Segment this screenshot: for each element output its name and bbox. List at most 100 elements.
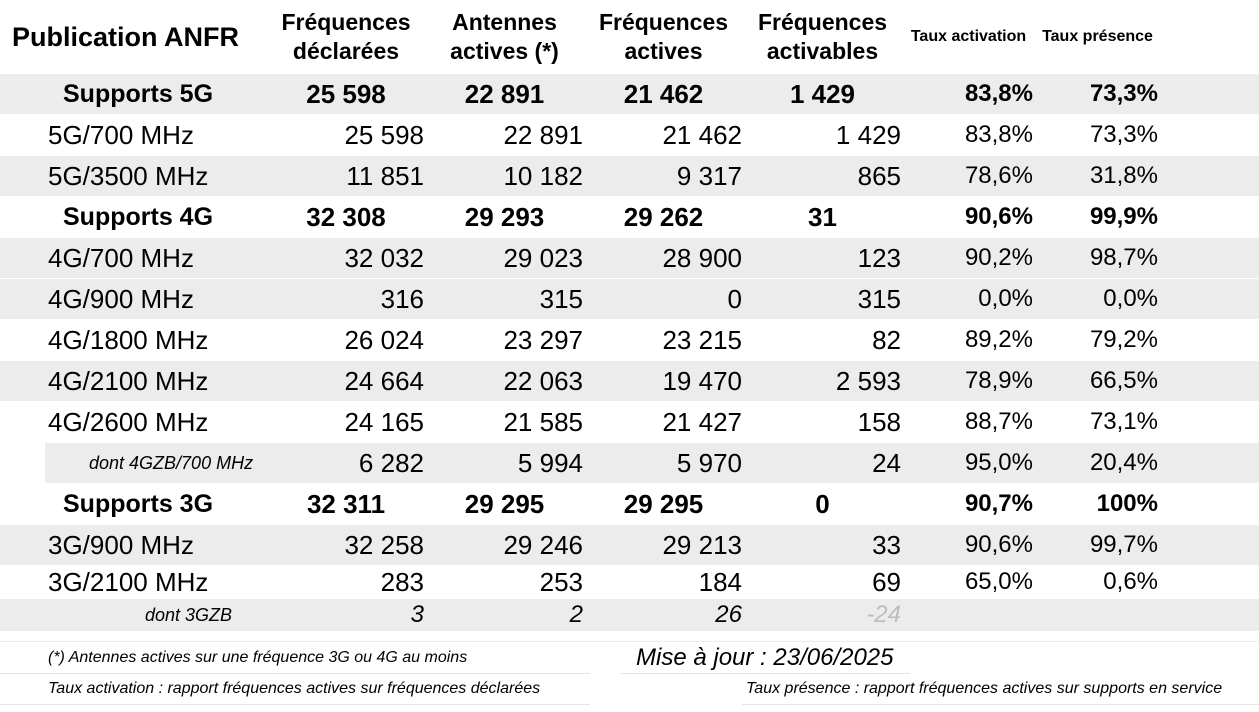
cell-taux-presence: 31,8% <box>1089 162 1158 189</box>
row-label: 4G/700 MHz <box>48 242 194 273</box>
table-row: 5G/3500 MHz 11 851 10 182 9 317 865 78,6… <box>0 156 1259 197</box>
cell-frequences-actives: 9 317 <box>676 160 742 191</box>
cell-taux-activation: 88,7% <box>964 408 1033 435</box>
cell-antennes-actives: 29 246 <box>503 529 583 560</box>
table-row: 4G/2100 MHz 24 664 22 063 19 470 2 593 7… <box>0 361 1259 402</box>
cell-taux-activation: 78,9% <box>964 367 1033 394</box>
row-label: 5G/700 MHz <box>48 119 194 150</box>
col-header-taux-activation: Taux activation <box>910 28 1027 45</box>
row-label: dont 4GZB/700 MHz <box>89 452 254 473</box>
cell-frequences-activables: 82 <box>872 324 901 355</box>
row-label: 4G/2600 MHz <box>48 406 209 437</box>
cell-frequences-activables: 865 <box>857 160 901 191</box>
cell-frequences-activables: 1 429 <box>835 119 901 150</box>
cell-frequences-declarees: 25 598 <box>344 119 424 150</box>
page-title: Publication ANFR <box>12 21 239 52</box>
table-row: 3G/900 MHz 32 258 29 246 29 213 33 90,6%… <box>0 525 1259 566</box>
cell-taux-presence: 79,2% <box>1089 326 1158 353</box>
footnote-antennes: (*) Antennes actives sur une fréquence 3… <box>0 642 590 674</box>
table-row-supports-5g: Supports 5G 25 598 22 891 21 462 1 429 8… <box>0 74 1259 115</box>
cell-frequences-declarees: 6 282 <box>358 447 424 478</box>
cell-frequences-declarees: 25 598 <box>306 78 386 109</box>
cell-frequences-declarees: 32 258 <box>344 529 424 560</box>
col-header-antennes-actives: Antennes actives (*) <box>450 9 559 64</box>
cell-frequences-actives: 0 <box>727 283 742 314</box>
cell-frequences-declarees: 32 032 <box>344 242 424 273</box>
row-label: 4G/900 MHz <box>48 283 194 314</box>
row-label: Supports 3G <box>63 489 214 518</box>
cell-frequences-declarees: 283 <box>380 566 424 597</box>
cell-taux-activation: 78,6% <box>964 162 1033 189</box>
cell-frequences-declarees: 32 311 <box>306 488 386 519</box>
row-label: Supports 5G <box>63 79 214 108</box>
row-label: 4G/2100 MHz <box>48 365 209 396</box>
cell-antennes-actives: 22 891 <box>503 119 583 150</box>
table-row: 5G/700 MHz 25 598 22 891 21 462 1 429 83… <box>0 115 1259 156</box>
row-label: 5G/3500 MHz <box>48 160 209 191</box>
cell-frequences-actives: 21 462 <box>662 119 742 150</box>
col-header-frequences-actives: Fréquences actives <box>598 9 729 64</box>
cell-taux-activation: 90,6% <box>964 203 1033 230</box>
cell-antennes-actives: 29 295 <box>464 488 545 519</box>
cell-frequences-actives: 184 <box>698 566 742 597</box>
cell-frequences-actives: 5 970 <box>676 447 742 478</box>
table-row-supports-3g: Supports 3G 32 311 29 295 29 295 0 90,7%… <box>0 484 1259 525</box>
row-label: 4G/1800 MHz <box>48 324 209 355</box>
cell-frequences-activables: 123 <box>857 242 901 273</box>
cell-frequences-activables: -24 <box>866 601 901 628</box>
cell-frequences-declarees: 11 851 <box>346 160 424 191</box>
cell-frequences-actives: 21 462 <box>623 78 704 109</box>
cell-taux-presence: 100% <box>1096 490 1158 517</box>
footer-row-2: Taux activation : rapport fréquences act… <box>0 674 1259 705</box>
definition-taux-activation: Taux activation : rapport fréquences act… <box>0 674 590 705</box>
cell-frequences-actives: 28 900 <box>662 242 742 273</box>
cell-frequences-actives: 29 262 <box>623 201 704 232</box>
cell-taux-presence: 99,9% <box>1089 203 1158 230</box>
definition-taux-presence: Taux présence : rapport fréquences activ… <box>742 674 1259 705</box>
cell-antennes-actives: 29 293 <box>464 201 545 232</box>
table-row-subset: dont 3GZB 3 2 26 -24 <box>0 599 1259 632</box>
cell-antennes-actives: 253 <box>539 566 583 597</box>
cell-taux-activation: 90,2% <box>964 244 1033 271</box>
cell-antennes-actives: 5 994 <box>517 447 583 478</box>
cell-taux-presence: 66,5% <box>1089 367 1158 394</box>
cell-frequences-actives: 29 295 <box>623 488 704 519</box>
cell-frequences-declarees: 316 <box>380 283 424 314</box>
cell-taux-activation: 90,6% <box>964 531 1033 558</box>
cell-frequences-declarees: 3 <box>410 601 424 628</box>
cell-antennes-actives: 315 <box>539 283 583 314</box>
cell-frequences-actives: 23 215 <box>662 324 742 355</box>
cell-antennes-actives: 29 023 <box>503 242 583 273</box>
cell-frequences-declarees: 26 024 <box>344 324 424 355</box>
cell-frequences-actives: 29 213 <box>662 529 742 560</box>
cell-frequences-declarees: 24 664 <box>344 365 424 396</box>
table-row: 4G/700 MHz 32 032 29 023 28 900 123 90,2… <box>0 238 1259 279</box>
cell-frequences-activables: 33 <box>872 529 901 560</box>
cell-taux-activation: 89,2% <box>964 326 1033 353</box>
table-row: 4G/1800 MHz 26 024 23 297 23 215 82 89,2… <box>0 320 1259 361</box>
row-label: 3G/2100 MHz <box>48 566 209 597</box>
cell-taux-activation: 0,0% <box>978 285 1033 312</box>
cell-frequences-declarees: 32 308 <box>306 201 386 232</box>
cell-frequences-activables: 158 <box>857 406 901 437</box>
cell-taux-presence: 0,6% <box>1103 568 1158 595</box>
cell-taux-presence: 99,7% <box>1089 531 1158 558</box>
cell-antennes-actives: 10 182 <box>503 160 583 191</box>
cell-antennes-actives: 2 <box>569 601 583 628</box>
cell-frequences-activables: 2 593 <box>835 365 901 396</box>
cell-taux-presence: 20,4% <box>1089 449 1158 476</box>
cell-taux-presence: 73,1% <box>1089 408 1158 435</box>
table-row: 4G/2600 MHz 24 165 21 585 21 427 158 88,… <box>0 402 1259 443</box>
table-row: 4G/900 MHz 316 315 0 315 0,0% 0,0% <box>0 279 1259 320</box>
row-label: Supports 4G <box>63 202 214 231</box>
cell-frequences-activables: 315 <box>857 283 901 314</box>
cell-frequences-activables: 1 429 <box>789 78 856 109</box>
col-header-frequences-declarees: Fréquences déclarées <box>281 9 411 64</box>
cell-antennes-actives: 22 891 <box>464 78 545 109</box>
table-row-subset: dont 4GZB/700 MHz 6 282 5 994 5 970 24 9… <box>0 443 1259 484</box>
row-label: 3G/900 MHz <box>48 529 194 560</box>
cell-frequences-activables: 0 <box>815 488 830 519</box>
table-row-supports-4g: Supports 4G 32 308 29 293 29 262 31 90,6… <box>0 197 1259 238</box>
cell-frequences-declarees: 24 165 <box>344 406 424 437</box>
table-row: 3G/2100 MHz 283 253 184 69 65,0% 0,6% <box>0 566 1259 599</box>
